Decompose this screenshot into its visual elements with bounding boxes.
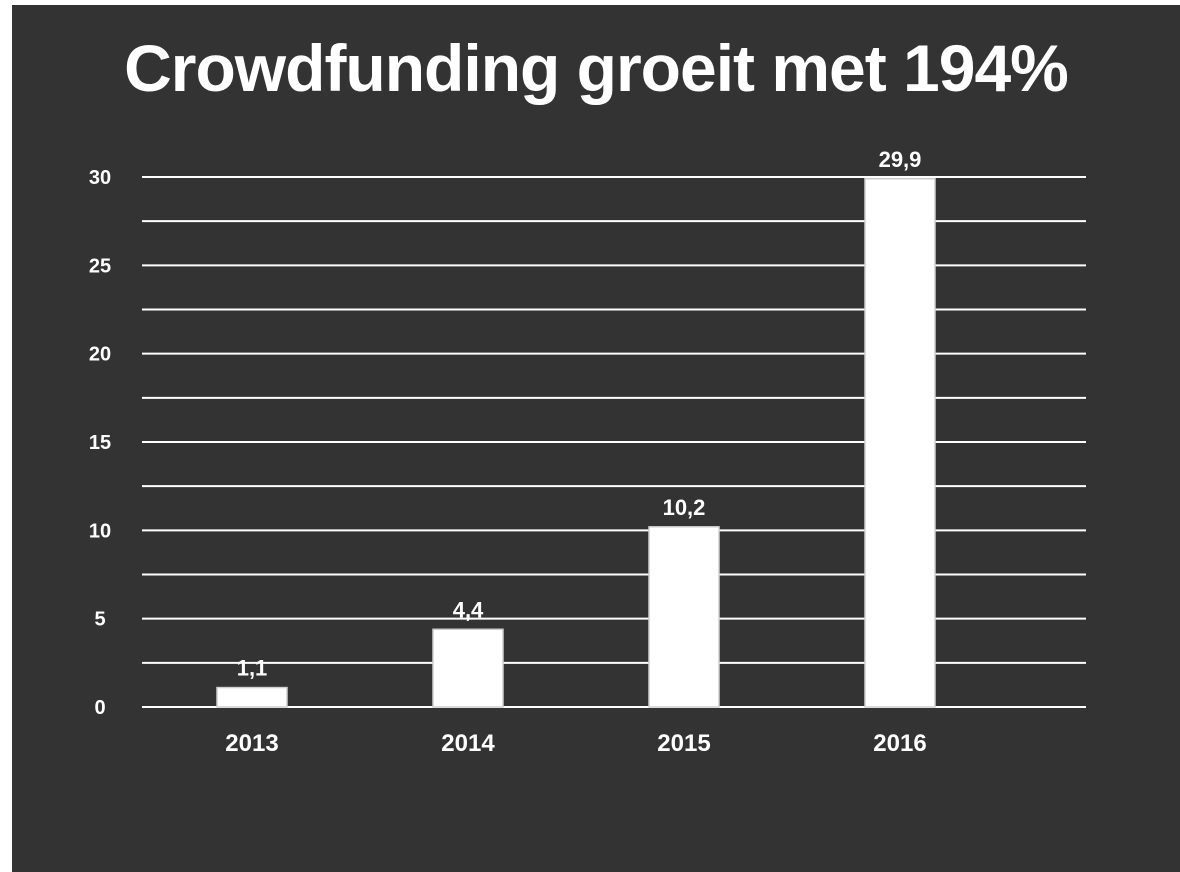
value-label: 4,4 xyxy=(453,597,484,622)
chart-title: Crowdfunding groeit met 194% xyxy=(124,31,1069,105)
bar-2013 xyxy=(216,686,288,708)
bar-chart: 0 5 10 15 20 25 30 1,1 2013 4,4 2014 10,2 2015 29,9 20… xyxy=(89,147,1086,757)
x-tick-label: 2016 xyxy=(873,730,926,757)
y-tick-label: 25 xyxy=(89,255,111,277)
value-label: 1,1 xyxy=(237,656,268,681)
value-label: 10,2 xyxy=(663,495,706,520)
y-tick-label: 20 xyxy=(89,344,111,366)
bar-2015 xyxy=(648,526,720,708)
value-label: 29,9 xyxy=(879,147,922,172)
x-tick-label: 2013 xyxy=(225,730,278,757)
x-tick-label: 2014 xyxy=(441,730,495,757)
y-tick-label: 5 xyxy=(94,609,105,631)
bar-2016 xyxy=(864,178,936,708)
slide: Crowdfunding groeit met 194% 0 5 10 15 20 25 3… xyxy=(12,5,1180,872)
bar-2014 xyxy=(432,628,504,708)
y-tick-label: 15 xyxy=(89,432,111,454)
y-tick-label: 0 xyxy=(94,697,105,719)
x-tick-label: 2015 xyxy=(657,730,710,757)
y-tick-label: 10 xyxy=(89,520,111,542)
y-tick-label: 30 xyxy=(89,167,111,189)
